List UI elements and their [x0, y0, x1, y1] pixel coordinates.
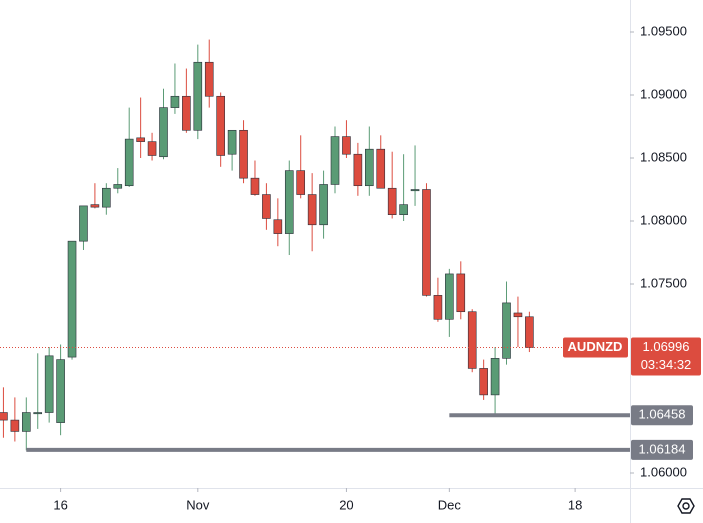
candle-body	[296, 170, 306, 195]
candle-body	[456, 273, 466, 313]
x-tick-label: 20	[339, 497, 353, 512]
candle-body	[353, 153, 363, 187]
candle-body	[410, 189, 420, 192]
candle-body	[433, 295, 443, 320]
candle-body	[490, 358, 500, 396]
candle-body	[250, 177, 260, 195]
settings-icon[interactable]	[677, 498, 695, 514]
candle-body	[204, 61, 214, 97]
y-tick-label: 1.09000	[640, 86, 687, 101]
candle-body	[319, 184, 328, 226]
candle-body	[467, 311, 477, 369]
y-tick-label: 1.09500	[640, 23, 687, 38]
candle-body	[262, 194, 271, 219]
candle-body	[56, 359, 65, 423]
level-label-box	[631, 439, 693, 460]
candle-body	[67, 240, 77, 358]
candle-body	[33, 412, 43, 415]
candle-body	[365, 148, 374, 187]
candle-body	[273, 219, 283, 234]
symbol-label-box	[563, 337, 628, 358]
candle-body	[342, 136, 351, 155]
candle-body	[159, 107, 168, 158]
candle-body	[399, 204, 408, 216]
y-tick-label: 1.08500	[640, 149, 687, 164]
candle-body	[79, 205, 88, 242]
candle-body	[445, 273, 454, 320]
candle-body	[307, 194, 317, 226]
candle-body	[227, 129, 237, 155]
x-tick-label: 16	[53, 497, 67, 512]
candle-body	[502, 302, 511, 359]
countdown-label: 03:34:32	[641, 357, 692, 372]
candle-body	[479, 368, 488, 396]
candle-body	[376, 148, 386, 189]
candle-body	[422, 189, 431, 296]
candle-body	[102, 187, 111, 208]
candle-body	[10, 419, 20, 432]
candle-body	[136, 137, 145, 142]
candle-body	[124, 138, 134, 187]
candle-body	[90, 204, 100, 208]
candle-body	[239, 129, 248, 179]
candle-body	[330, 136, 340, 185]
candle-body	[284, 170, 294, 234]
last-price-box	[631, 337, 701, 376]
y-tick-label: 1.08000	[640, 212, 687, 227]
candle-body	[0, 412, 8, 421]
y-tick-label: 1.06000	[640, 464, 687, 479]
candle-body	[170, 95, 180, 108]
candle-body	[193, 61, 203, 131]
candle-body	[113, 184, 123, 189]
level-label-box	[631, 405, 693, 426]
level-label: 1.06184	[639, 441, 686, 456]
x-tick-label: Dec	[438, 497, 462, 512]
candle-body	[182, 95, 191, 131]
candle-body	[21, 412, 31, 432]
y-tick-label: 1.07500	[640, 275, 687, 290]
candle-body	[525, 316, 534, 348]
last-price-label: 1.06996	[643, 339, 690, 354]
settings-hexagon[interactable]	[677, 498, 695, 514]
level-label: 1.06458	[639, 407, 686, 422]
candle-body	[147, 141, 157, 156]
symbol-label: AUDNZD	[568, 339, 623, 354]
candle-body	[44, 355, 54, 413]
x-tick-label: 18	[568, 497, 582, 512]
candle-body	[513, 312, 523, 318]
x-tick-label: Nov	[186, 497, 210, 512]
settings-center[interactable]	[682, 502, 690, 510]
candle-body	[387, 187, 397, 216]
candle-body	[216, 95, 225, 156]
